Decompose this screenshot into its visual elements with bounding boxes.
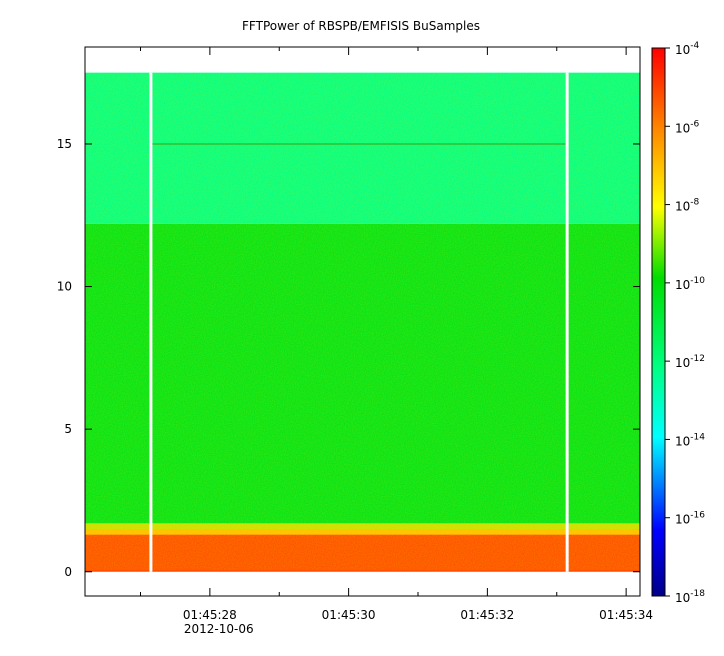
colorbar-tick-label-1: 10-6 (675, 119, 700, 135)
colorbar-tick-label-3: 10-10 (675, 276, 705, 292)
plot-frame (84, 46, 641, 597)
data-gap-0 (149, 72, 153, 572)
y-tick-label-3: 15 (57, 137, 72, 151)
colorbar-tick-label-2: 10-8 (675, 198, 700, 214)
colorbar-gradient (652, 48, 665, 596)
colorbar-frame (651, 47, 666, 597)
plot-area (84, 46, 641, 597)
y-tick-label-0: 0 (64, 565, 72, 579)
chart-title: FFTPower of RBSPB/EMFISIS BuSamples (242, 19, 480, 33)
spectrogram-noise-texture (85, 73, 640, 570)
colorbar-tick-label-5: 10-14 (675, 432, 705, 448)
colorbar-tick-label-6: 10-16 (675, 511, 705, 527)
data-gap-1 (565, 72, 569, 572)
x-tick-label-0: 01:45:28 (183, 608, 237, 622)
x-tick-sublabel-0: 2012-10-06 (184, 622, 254, 636)
colorbar-tick-label-0: 10-4 (675, 41, 700, 57)
colorbar-tick-label-7: 10-18 (675, 589, 705, 605)
x-tick-label-2: 01:45:32 (460, 608, 514, 622)
colorbar: 10-4 10-6 10-8 10-10 10-12 10-14 10-16 10-18 (651, 41, 705, 605)
y-tick-label-2: 10 (57, 280, 72, 294)
data-gaps (149, 72, 569, 572)
x-tick-label-1: 01:45:30 (322, 608, 376, 622)
colorbar-tick-label-4: 10-12 (675, 354, 705, 370)
y-axis: 0 5 10 15 (57, 137, 640, 579)
colorbar-ticks: 10-4 10-6 10-8 10-10 10-12 10-14 10-16 10-18 (665, 41, 705, 605)
y-tick-label-1: 5 (64, 422, 72, 436)
x-tick-label-3: 01:45:34 (599, 608, 653, 622)
